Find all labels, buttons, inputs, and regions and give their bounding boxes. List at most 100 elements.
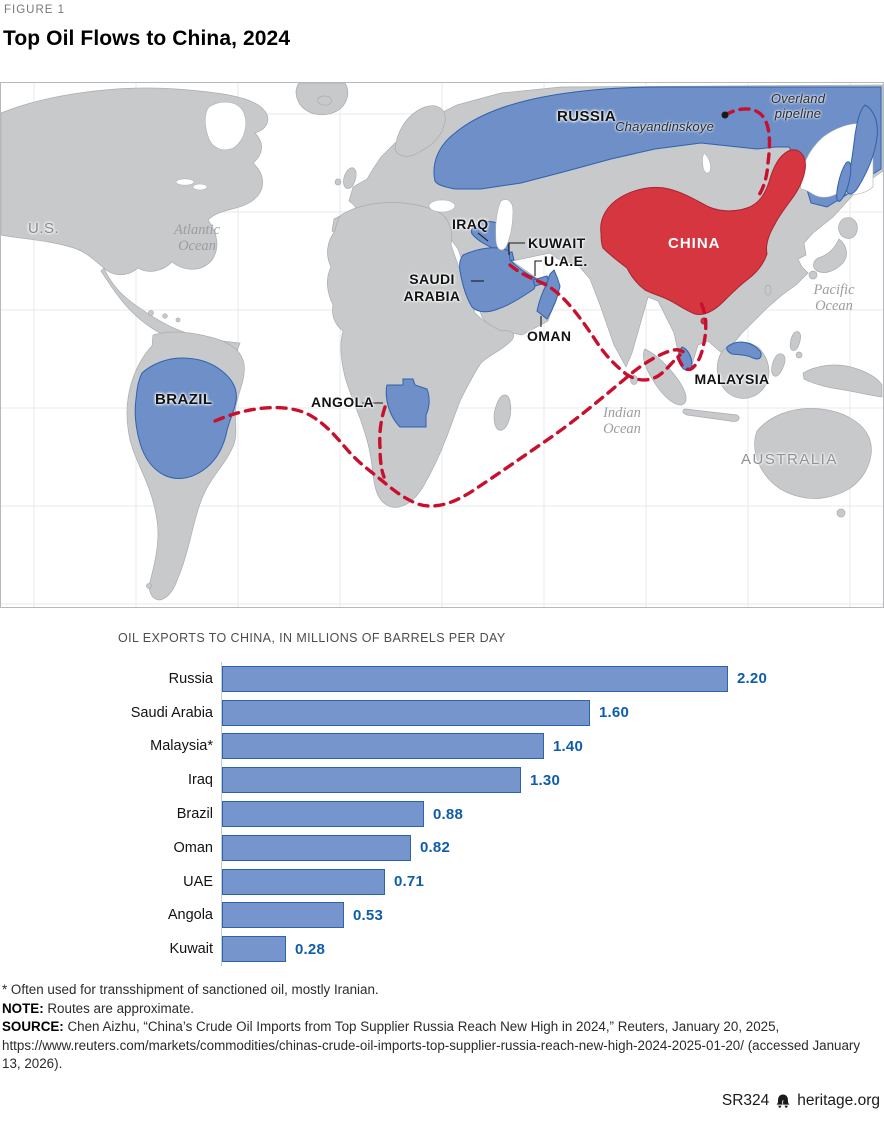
bar-row: Angola 0.53 <box>0 898 884 933</box>
label-oman: OMAN <box>527 328 572 344</box>
label-china: CHINA <box>668 235 721 252</box>
indian-line1: Indian <box>603 405 641 421</box>
land-cuba <box>148 310 154 316</box>
route-malacca-to-china <box>676 301 708 372</box>
label-indian-ocean: Indian Ocean <box>576 405 668 437</box>
figure-notes: * Often used for transshipment of sancti… <box>2 981 882 1074</box>
bar-label: Kuwait <box>169 941 213 958</box>
country-brazil <box>134 357 237 479</box>
country-malaysia-borneo <box>726 341 762 360</box>
country-angola <box>385 378 430 428</box>
label-iraq: IRAQ <box>452 216 489 232</box>
land-great-britain <box>343 167 357 189</box>
bar-row: Saudi Arabia 1.60 <box>0 695 884 730</box>
bar-row: Malaysia* 1.40 <box>0 729 884 764</box>
land-philippines <box>789 331 801 351</box>
label-atlantic-ocean: Atlantic Ocean <box>151 222 243 254</box>
bar-track: 0.71 <box>221 864 884 899</box>
source-label: SOURCE: <box>2 1019 64 1035</box>
bar-value: 0.88 <box>433 805 463 823</box>
land-scandinavia <box>394 105 446 157</box>
route-gulf-to-malacca <box>508 263 682 382</box>
bar-label: Saudi Arabia <box>130 704 213 721</box>
bar-row: Iraq 1.30 <box>0 763 884 798</box>
bar-row: UAE 0.71 <box>0 864 884 899</box>
land-ireland <box>334 178 342 186</box>
note-line: NOTE: Routes are approximate. <box>2 1000 882 1019</box>
bar-label: Brazil <box>176 806 213 823</box>
bar-row: Oman 0.82 <box>0 830 884 865</box>
bar <box>222 868 385 895</box>
page-footer: SR324 heritage.org <box>722 1092 880 1110</box>
land-mindanao <box>795 351 803 359</box>
report-id: SR324 <box>721 1092 770 1109</box>
figure-title: Top Oil Flows to China, 2024 <box>3 27 291 50</box>
bar-chart: Russia 2.20 Saudi Arabia 1.60 Malaysia* 1.40 I… <box>0 662 884 967</box>
country-saudi-arabia <box>459 247 538 313</box>
bar <box>222 733 544 760</box>
label-australia: AUSTRALIA <box>741 451 838 468</box>
bar-value: 1.60 <box>599 704 629 722</box>
bar-track: 1.60 <box>221 695 884 730</box>
bar-row: Brazil 0.88 <box>0 797 884 831</box>
pacific-line1: Pacific <box>813 282 855 298</box>
bar-value: 0.71 <box>394 873 424 891</box>
country-russia-kamchatka <box>846 104 878 195</box>
pacific-line2: Ocean <box>815 298 853 314</box>
world-map-svg <box>1 83 883 607</box>
site-link: heritage.org <box>797 1092 880 1109</box>
country-russia-sakhalin <box>836 161 852 202</box>
bar-label: Iraq <box>188 772 213 789</box>
atlantic-line2: Ocean <box>178 238 216 254</box>
atlantic-line1: Atlantic <box>174 222 220 238</box>
world-map: RUSSIA U.S. CHINA IRAQ KUWAIT U.A.E. SAU… <box>0 82 884 608</box>
label-pointers <box>362 232 542 404</box>
country-russia <box>433 86 882 208</box>
label-brazil: BRAZIL <box>155 391 213 408</box>
land-hokkaido <box>838 217 858 239</box>
bar-row: Russia 2.20 <box>0 662 884 696</box>
bar-value: 1.30 <box>530 771 560 789</box>
great-lakes-2 <box>192 183 208 191</box>
bar-track: 2.20 <box>221 662 884 696</box>
land-caribbean-isle <box>175 317 181 323</box>
land-hispaniola <box>162 313 168 319</box>
bar-value: 0.82 <box>420 839 450 857</box>
note-text: Routes are approximate. <box>43 1000 195 1016</box>
bar-value: 2.20 <box>737 670 767 688</box>
source-line: SOURCE: Chen Aizhu, “China’s Crude Oil I… <box>2 1018 882 1074</box>
bar <box>222 767 521 794</box>
map-lakes <box>175 101 711 251</box>
bar <box>222 834 411 861</box>
bar-value: 0.53 <box>353 906 383 924</box>
note-label: NOTE: <box>2 1000 44 1016</box>
bar-label: Angola <box>167 907 213 924</box>
land-sumatra <box>643 348 687 406</box>
iraq-pointer <box>477 232 489 242</box>
label-angola: ANGOLA <box>311 394 375 410</box>
great-lakes <box>175 178 195 186</box>
country-oman <box>536 269 561 320</box>
label-kuwait: KUWAIT <box>528 235 586 251</box>
bar-label: UAE <box>183 873 213 890</box>
source-text: Chen Aizhu, “China’s Crude Oil Imports f… <box>2 1019 861 1072</box>
oil-routes <box>213 107 772 508</box>
label-uae: U.A.E. <box>544 253 588 269</box>
chart-heading: OIL EXPORTS TO CHINA, IN MILLIONS OF BAR… <box>118 631 506 645</box>
caspian-sea <box>495 199 514 251</box>
route-overland-pipeline <box>723 107 772 197</box>
label-us: U.S. <box>28 220 60 237</box>
bar-label: Malaysia* <box>150 738 213 755</box>
land-falklands <box>146 583 152 589</box>
lake-baikal <box>702 152 711 174</box>
bar <box>222 902 344 929</box>
route-brazil-to-asia <box>213 348 689 508</box>
land-madagascar <box>493 394 512 431</box>
route-angola-branch <box>378 405 387 479</box>
uae-pointer <box>534 260 542 276</box>
bar-track: 1.40 <box>221 729 884 764</box>
bar-track: 0.82 <box>221 830 884 865</box>
bar-value: 1.40 <box>553 737 583 755</box>
bar <box>222 665 728 692</box>
label-saudi-line2: ARABIA <box>403 288 461 304</box>
